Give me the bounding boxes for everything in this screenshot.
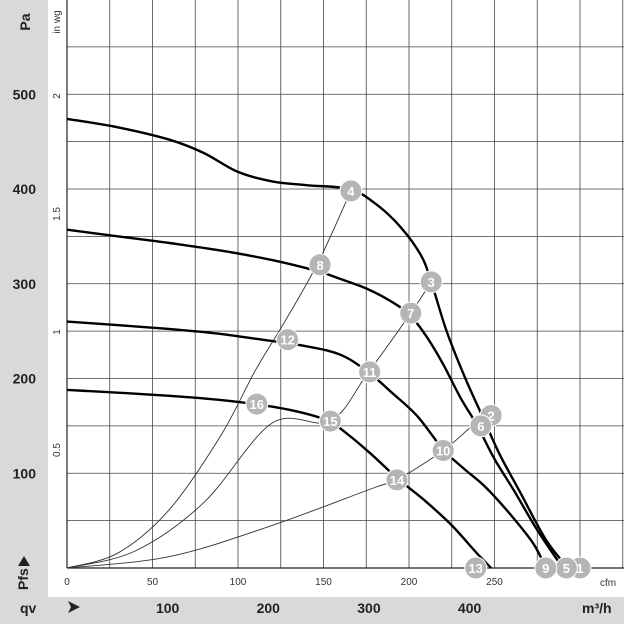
operating-point-marker (358, 360, 382, 384)
x-cfm-tick-label: 250 (486, 577, 503, 588)
fan-curve (66, 320, 547, 569)
operating-point-12: 12 (276, 328, 300, 352)
operating-point-4: 4 (339, 179, 363, 203)
operating-point-label: 13 (468, 561, 482, 576)
x-cfm-tick-label: 0 (64, 577, 70, 588)
chart-grid (66, 0, 624, 569)
x-m3h-tick-label: 100 (156, 600, 180, 616)
operating-point-9: 9 (534, 556, 558, 580)
operating-point-label: 6 (477, 419, 484, 434)
y-axis-right-ticks: 0.5 1 1.5 2 (52, 93, 63, 457)
x-axis-bottom-unit: m³/h (582, 600, 612, 616)
y-tick-label: 400 (13, 181, 37, 197)
operating-point-label: 9 (542, 561, 549, 576)
fan-curves (66, 117, 569, 569)
y-axis-left-unit: Pa (17, 13, 33, 30)
y-right-tick-label: 0.5 (52, 443, 63, 457)
operating-point-15: 15 (318, 409, 342, 433)
operating-point-marker (245, 392, 269, 416)
operating-point-10: 10 (431, 439, 455, 463)
operating-point-3: 3 (419, 270, 443, 294)
operating-point-marker (534, 556, 558, 580)
operating-point-6: 6 (469, 414, 493, 438)
y-axis-left-ticks: 100 200 300 400 500 (13, 86, 37, 481)
operating-point-marker (469, 414, 493, 438)
y-axis-label-group: Pfs (15, 556, 31, 590)
x-axis-top-unit: cfm (600, 578, 616, 589)
operating-point-label: 7 (407, 306, 414, 321)
y-tick-label: 100 (13, 465, 37, 481)
operating-point-label: 2 (487, 408, 494, 423)
x-axis-m3h-ticks: 100 200 300 400 (156, 600, 482, 616)
operating-point-5: 5 (554, 556, 578, 580)
fan-curve (66, 228, 564, 569)
operating-point-11: 11 (358, 360, 382, 384)
y-right-tick-label: 1 (52, 329, 63, 335)
operating-point-label: 4 (347, 184, 355, 199)
x-m3h-tick-label: 300 (357, 600, 381, 616)
operating-point-16: 16 (245, 392, 269, 416)
operating-point-label: 1 (576, 561, 583, 576)
y-axis-right-unit: in wg (52, 10, 63, 33)
y-tick-label: 200 (13, 371, 37, 387)
system-curve (66, 281, 432, 569)
operating-point-14: 14 (385, 468, 409, 492)
operating-point-label: 5 (563, 561, 570, 576)
operating-point-marker (399, 301, 423, 325)
x-m3h-tick-label: 400 (458, 600, 482, 616)
operating-point-marker (308, 253, 332, 277)
y-tick-label: 500 (13, 86, 37, 102)
operating-point-label: 16 (250, 397, 264, 412)
x-axis-label-group: qv (20, 600, 80, 616)
operating-point-13: 13 (464, 556, 488, 580)
operating-point-marker (431, 439, 455, 463)
operating-point-label: 12 (280, 333, 294, 348)
y-axis-left-label: Pfs (15, 568, 31, 590)
x-m3h-tick-label: 200 (257, 600, 281, 616)
x-axis-cfm-ticks: 0 50 100 150 200 250 (64, 577, 503, 588)
operating-point-label: 14 (390, 473, 405, 488)
y-right-tick-label: 2 (52, 93, 63, 99)
operating-point-marker (339, 179, 363, 203)
operating-point-label: 11 (363, 365, 377, 380)
operating-point-marker (419, 270, 443, 294)
x-cfm-tick-label: 150 (315, 577, 332, 588)
operating-point-7: 7 (399, 301, 423, 325)
left-axis-band (0, 0, 48, 598)
operating-point-marker (385, 468, 409, 492)
x-axis-arrow-icon (68, 601, 80, 613)
operating-point-marker (276, 328, 300, 352)
operating-point-label: 3 (428, 275, 435, 290)
system-curve (66, 414, 490, 569)
operating-point-label: 8 (316, 258, 323, 273)
operating-point-8: 8 (308, 253, 332, 277)
bottom-axis-band (0, 597, 624, 624)
y-tick-label: 300 (13, 276, 37, 292)
x-cfm-tick-label: 50 (147, 577, 159, 588)
y-axis-arrow-icon (18, 556, 30, 566)
operating-point-label: 15 (323, 414, 337, 429)
x-axis-bottom-label: qv (20, 600, 37, 616)
y-right-tick-label: 1.5 (52, 207, 63, 221)
operating-point-marker (318, 409, 342, 433)
operating-point-marker (464, 556, 488, 580)
operating-point-label: 10 (436, 444, 450, 459)
x-cfm-tick-label: 200 (401, 577, 418, 588)
fan-curve (66, 388, 492, 569)
fan-curve (66, 117, 569, 569)
x-cfm-tick-label: 100 (230, 577, 247, 588)
